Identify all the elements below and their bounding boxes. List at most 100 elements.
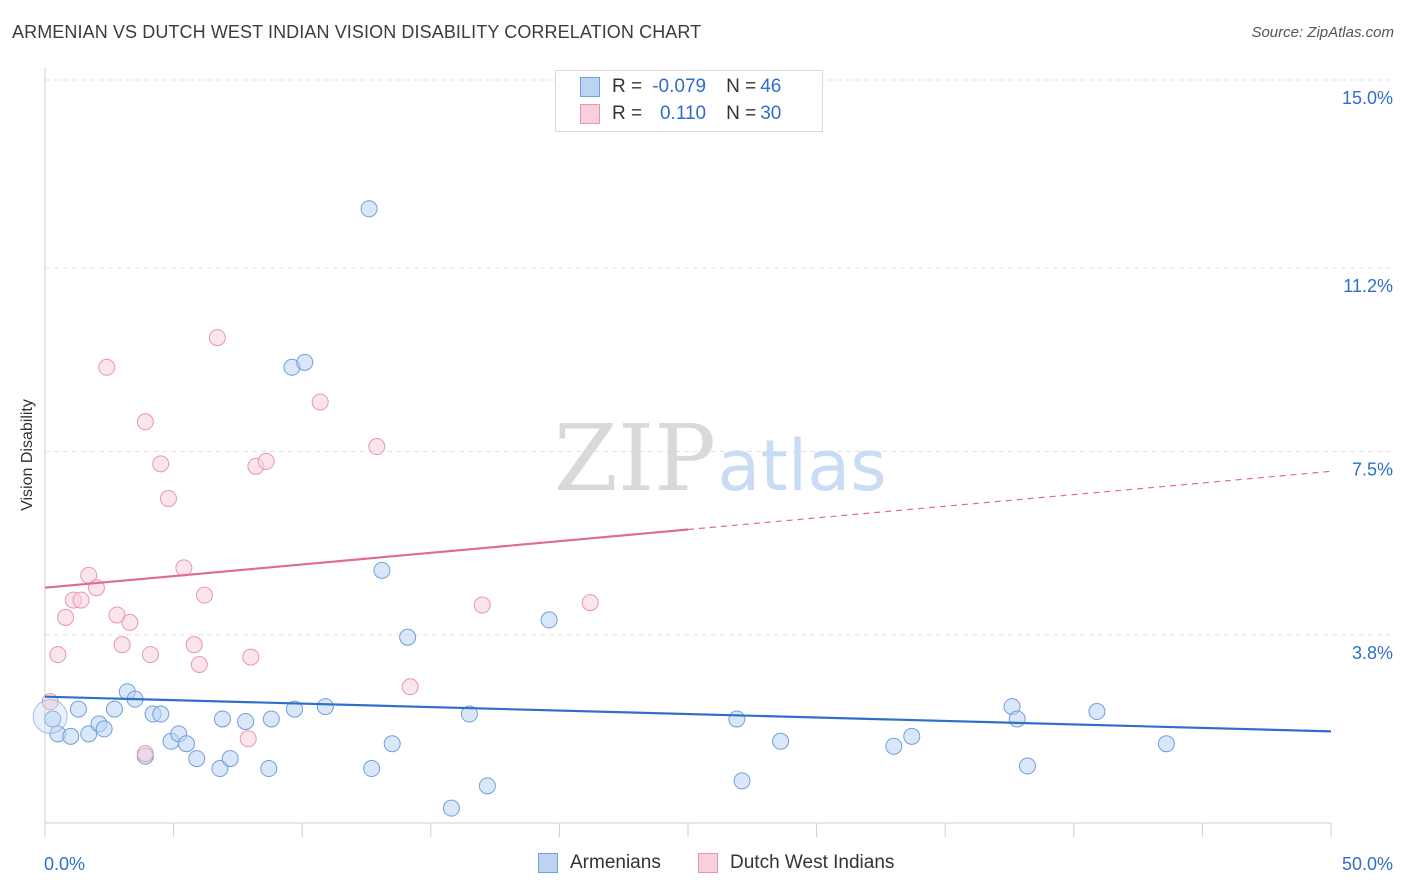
dutch-west-indian-point-11	[136, 745, 154, 763]
dutch-west-indian-point-16	[175, 559, 193, 577]
dutch-west-indian-point-8	[108, 606, 126, 624]
armenian-point-35	[540, 611, 558, 629]
legend-swatch-pink	[580, 104, 600, 124]
dutch-west-indian-point-25	[311, 393, 329, 411]
legend-item-armenians[interactable]: Armenians	[538, 852, 661, 874]
legend-n-value: 46	[760, 76, 782, 97]
legend-n-label: N =	[726, 103, 757, 124]
armenian-point-20	[237, 712, 255, 730]
legend-label-dutch-west-indians: Dutch West Indians	[730, 852, 895, 873]
armenian-point-40	[903, 727, 921, 745]
armenian-point-26	[316, 698, 334, 716]
armenian-point-43	[1019, 757, 1037, 775]
dutch-west-indian-point-18	[190, 655, 208, 673]
tick-labels: 3.8% 7.5% 11.2% 15.0% 0.0% 50.0%	[44, 88, 1393, 874]
dutch-west-indian-point-28	[473, 596, 491, 614]
dutch-west-indian-point-26	[368, 438, 386, 456]
armenian-point-24	[285, 700, 303, 718]
chart-title: ARMENIAN VS DUTCH WEST INDIAN VISION DIS…	[12, 22, 702, 42]
armenian-point-42	[1008, 710, 1026, 728]
armenian-point-25	[296, 353, 314, 371]
armenian-point-38	[772, 732, 790, 750]
armenian-point-28	[363, 760, 381, 778]
x-tick-label-0: 0.0%	[44, 854, 85, 874]
legend-swatch-armenians	[538, 853, 558, 873]
armenian-point-19	[221, 750, 239, 768]
dutch-west-indian-point-12	[136, 413, 154, 431]
dutch-west-indian-point-22	[242, 648, 260, 666]
legend-r-label: R =	[612, 103, 643, 124]
armenian-point-17	[211, 760, 229, 778]
x-axis-ticks	[44, 823, 1332, 837]
watermark-atlas: atlas	[717, 425, 886, 507]
armenian-point-45	[1157, 735, 1175, 753]
legend-item-dutch-west-indians[interactable]: Dutch West Indians	[698, 852, 894, 874]
armenian-trend-line	[44, 695, 1332, 733]
legend-n-value: 30	[760, 103, 782, 124]
dutch-west-indian-point-17	[185, 636, 203, 654]
armenian-point-34	[478, 777, 496, 795]
legend-r-value: -0.079	[652, 76, 707, 97]
grid-lines	[45, 79, 1395, 636]
watermark-zip: ZIP	[554, 405, 716, 512]
dutch-west-indian-trend-line-dashed	[687, 470, 1332, 531]
armenian-point-16	[188, 750, 206, 768]
dutch-west-indian-point-29	[581, 594, 599, 612]
armenian-point-21	[260, 760, 278, 778]
armenian-point-22	[262, 710, 280, 728]
armenian-point-3	[69, 700, 87, 718]
dutch-west-indian-point-9	[113, 636, 131, 654]
armenian-point-44	[1088, 703, 1106, 721]
y-tick-label-3: 15.0%	[1342, 88, 1393, 108]
armenian-point-2	[62, 727, 80, 745]
legend-swatch-dutch-west-indians	[698, 853, 718, 873]
armenian-point-18	[213, 710, 231, 728]
dutch-west-indian-point-13	[141, 646, 159, 664]
armenian-point-29	[373, 561, 391, 579]
armenian-point-0	[44, 710, 62, 728]
correlation-legend: R = -0.079 N = 46 R = 0.110 N = 30	[555, 70, 823, 132]
armenian-point-6	[95, 720, 113, 738]
armenian-point-30	[383, 735, 401, 753]
y-tick-label-1: 7.5%	[1352, 460, 1393, 480]
dutch-west-indian-point-2	[57, 608, 75, 626]
dutch-west-indian-point-27	[401, 678, 419, 696]
armenian-point-33	[460, 705, 478, 723]
trend-lines	[44, 470, 1332, 733]
source-label: Source: ZipAtlas.com	[1251, 24, 1394, 41]
dutch-west-indian-point-7	[98, 358, 116, 376]
y-tick-label-0: 3.8%	[1352, 643, 1393, 663]
dutch-west-indian-point-14	[152, 455, 170, 473]
armenian-point-4	[80, 725, 98, 743]
legend-r-value: 0.110	[659, 103, 707, 124]
legend-swatch-blue	[580, 77, 600, 97]
series-legend: Armenians Dutch West Indians	[0, 852, 1406, 876]
data-points	[32, 200, 1175, 817]
legend-row-dutch-west-indians: R = 0.110 N = 30	[580, 102, 781, 126]
dutch-west-indian-point-19	[195, 586, 213, 604]
armenian-point-7	[105, 700, 123, 718]
armenian-point-32	[442, 799, 460, 817]
watermark: ZIP atlas	[554, 405, 887, 512]
armenian-point-36	[728, 710, 746, 728]
armenian-cluster-point	[32, 699, 68, 735]
armenian-point-12	[152, 705, 170, 723]
armenian-point-15	[177, 735, 195, 753]
legend-label-armenians: Armenians	[570, 852, 661, 873]
armenian-point-37	[733, 772, 751, 790]
dutch-west-indian-point-10	[121, 613, 139, 631]
dutch-west-indian-trend-line-solid	[44, 528, 689, 589]
legend-n-label: N =	[726, 76, 757, 97]
dutch-west-indian-point-20	[208, 329, 226, 347]
dutch-west-indian-point-24	[257, 452, 275, 470]
y-tick-label-2: 11.2%	[1343, 276, 1393, 296]
armenian-point-31	[399, 628, 417, 646]
dutch-west-indian-point-4	[72, 591, 90, 609]
x-tick-label-1: 50.0%	[1342, 854, 1393, 874]
dutch-west-indian-point-21	[239, 730, 257, 748]
legend-r-label: R =	[612, 76, 643, 97]
legend-row-armenians: R = -0.079 N = 46	[580, 75, 781, 99]
armenian-point-39	[885, 737, 903, 755]
dutch-west-indian-point-15	[159, 490, 177, 508]
